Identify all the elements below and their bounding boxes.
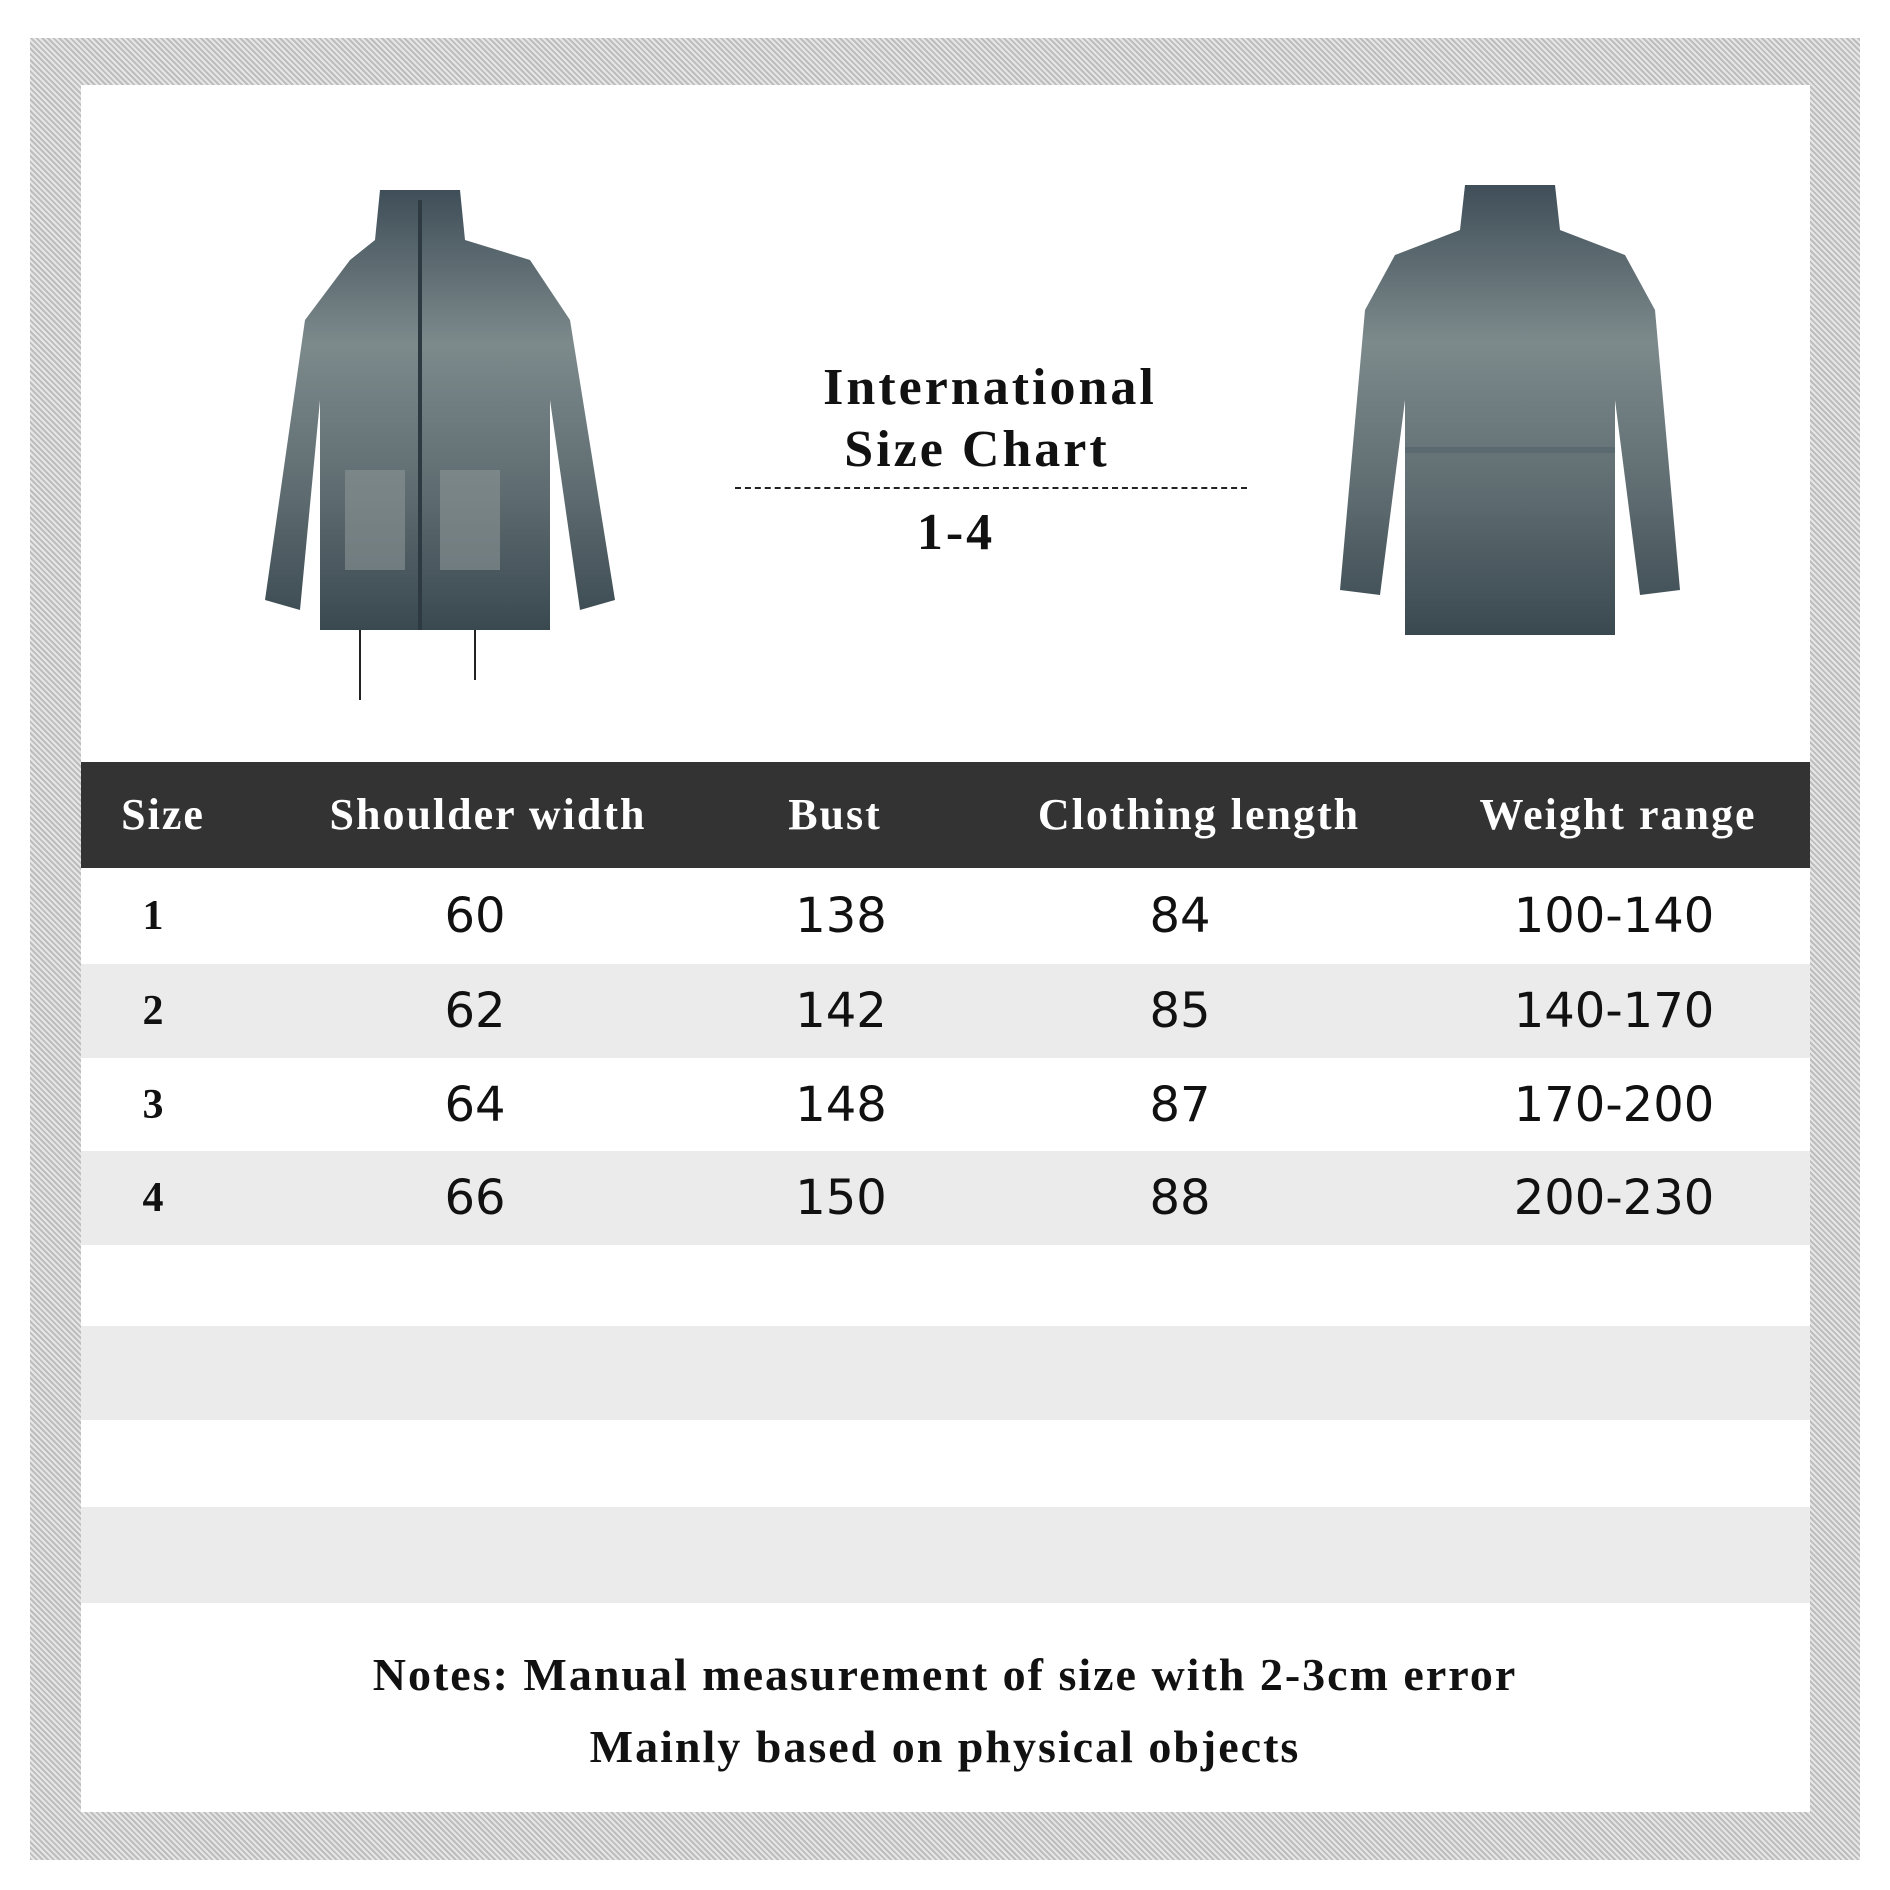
cell-size: 3 [142,1081,164,1128]
jacket-front-image [265,190,615,700]
cell-bust: 150 [795,1170,887,1226]
title-line-2: Size Chart [844,421,1110,478]
cell-shoulder-width: 60 [444,888,506,944]
cell-bust: 148 [795,1076,887,1133]
size-range: 1-4 [916,504,996,561]
cell-weight-range: 200-230 [1513,1170,1715,1226]
header-shoulder-width: Shoulder width [329,790,647,839]
header-bust: Bust [788,790,882,839]
cell-clothing-length: 87 [1149,1076,1211,1133]
table-row: 3 64 148 87 170-200 [81,1058,1810,1151]
cell-shoulder-width: 66 [444,1170,506,1226]
title-divider [735,487,1247,489]
cell-shoulder-width: 64 [444,1076,506,1133]
cell-shoulder-width: 62 [444,983,506,1039]
note-line-2: Mainly based on physical objects [589,1721,1301,1772]
table-row: 4 66 150 88 200-230 [81,1151,1810,1245]
cell-weight-range: 100-140 [1513,888,1715,944]
cell-clothing-length: 84 [1149,888,1211,944]
jacket-back-image [1340,185,1680,635]
empty-row [81,1507,1810,1603]
cell-clothing-length: 85 [1149,983,1211,1039]
cell-bust: 142 [795,983,887,1039]
cell-weight-range: 140-170 [1513,983,1715,1039]
table-row: 1 60 138 84 100-140 [81,868,1810,964]
note-line-1: Notes: Manual measurement of size with 2… [372,1649,1518,1700]
header-weight-range: Weight range [1479,790,1757,839]
cell-weight-range: 170-200 [1513,1076,1715,1133]
table-header: Size Shoulder width Bust Clothing length… [81,762,1810,868]
cell-size: 2 [142,988,164,1034]
cell-size: 1 [142,893,164,939]
empty-row [81,1326,1810,1420]
title-line-1: International [823,359,1157,416]
cell-size: 4 [142,1175,164,1221]
header-clothing-length: Clothing length [1037,790,1361,839]
table-row: 2 62 142 85 140-170 [81,964,1810,1058]
cell-clothing-length: 88 [1149,1170,1211,1226]
header-size: Size [121,790,205,839]
cell-bust: 138 [795,888,887,944]
